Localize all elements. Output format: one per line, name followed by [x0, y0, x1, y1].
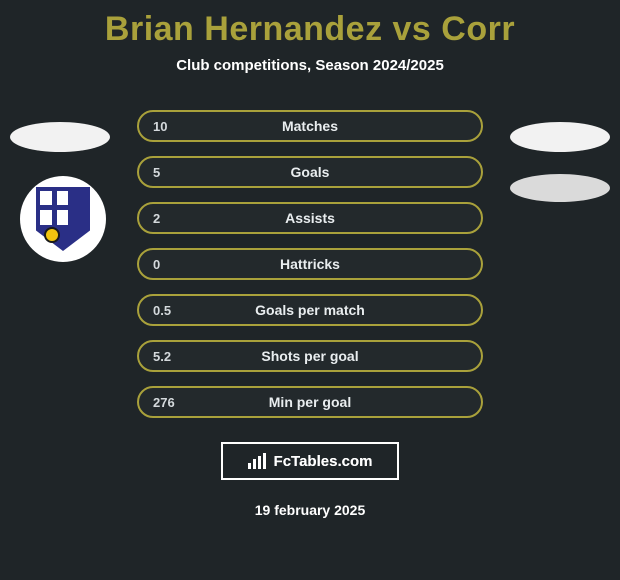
stat-row: 5 Goals	[137, 156, 483, 188]
stat-value-left: 0.5	[153, 303, 171, 318]
brand-text: FcTables.com	[274, 453, 373, 470]
stat-label: Min per goal	[139, 394, 481, 410]
stat-row: 5.2 Shots per goal	[137, 340, 483, 372]
stat-row: 0 Hattricks	[137, 248, 483, 280]
stat-value-left: 10	[153, 119, 167, 134]
stat-label: Shots per goal	[139, 348, 481, 364]
player-avatar-right	[510, 122, 610, 152]
stat-value-left: 5	[153, 165, 160, 180]
stat-label: Goals per match	[139, 302, 481, 318]
date-text: 19 february 2025	[0, 502, 620, 518]
stat-label: Matches	[139, 118, 481, 134]
bar-chart-icon	[248, 453, 268, 469]
club-crest-left	[20, 176, 106, 262]
stat-label: Assists	[139, 210, 481, 226]
stats-container: 10 Matches 5 Goals 2 Assists 0 Hattricks…	[0, 110, 620, 418]
player-avatar-left	[10, 122, 110, 152]
stat-value-left: 5.2	[153, 349, 171, 364]
stat-value-left: 0	[153, 257, 160, 272]
stat-row: 0.5 Goals per match	[137, 294, 483, 326]
page-title: Brian Hernandez vs Corr	[0, 0, 620, 49]
stat-label: Goals	[139, 164, 481, 180]
subtitle: Club competitions, Season 2024/2025	[0, 57, 620, 74]
stat-row: 10 Matches	[137, 110, 483, 142]
stat-row: 276 Min per goal	[137, 386, 483, 418]
brand-badge[interactable]: FcTables.com	[221, 442, 399, 480]
stat-label: Hattricks	[139, 256, 481, 272]
stat-value-left: 276	[153, 395, 175, 410]
club-crest-right	[510, 174, 610, 202]
shield-icon	[36, 187, 90, 251]
stat-value-left: 2	[153, 211, 160, 226]
stat-row: 2 Assists	[137, 202, 483, 234]
